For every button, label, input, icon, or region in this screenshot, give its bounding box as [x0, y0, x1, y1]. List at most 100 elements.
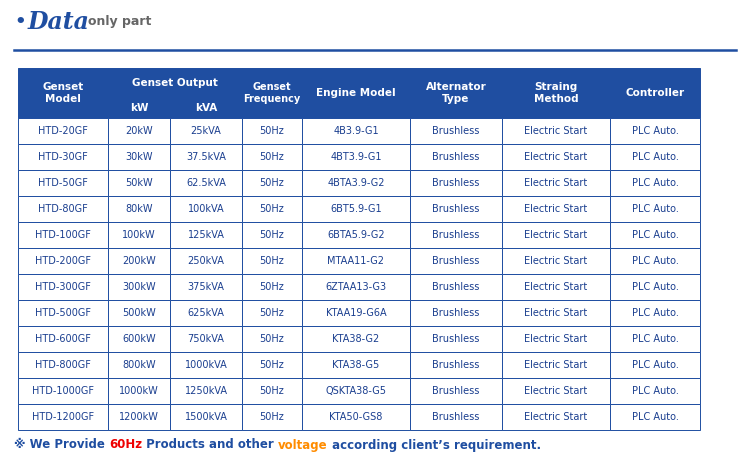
Text: 25kVA: 25kVA — [190, 126, 221, 136]
Text: Controller: Controller — [626, 88, 685, 98]
Bar — [108, 248, 170, 274]
Text: 1500kVA: 1500kVA — [184, 412, 227, 422]
Text: Brushless: Brushless — [432, 334, 480, 344]
Text: Straing
Method: Straing Method — [534, 82, 578, 104]
Bar — [170, 274, 242, 300]
Bar — [18, 404, 108, 430]
Bar — [502, 404, 610, 430]
Text: PLC Auto.: PLC Auto. — [632, 230, 679, 240]
Text: 4BT3.9-G1: 4BT3.9-G1 — [330, 152, 382, 162]
Bar — [502, 248, 610, 274]
Text: 100kVA: 100kVA — [188, 204, 224, 214]
Bar — [610, 170, 700, 196]
Text: HTD-300GF: HTD-300GF — [35, 282, 91, 292]
Bar — [170, 378, 242, 404]
Bar — [302, 274, 410, 300]
Text: 62.5kVA: 62.5kVA — [186, 178, 226, 188]
Bar — [242, 404, 302, 430]
Bar — [108, 68, 242, 98]
Text: Brushless: Brushless — [432, 178, 480, 188]
Text: Data: Data — [28, 10, 90, 34]
Text: HTD-1200GF: HTD-1200GF — [32, 412, 94, 422]
Text: Electric Start: Electric Start — [524, 360, 588, 370]
Text: Electric Start: Electric Start — [524, 126, 588, 136]
Text: KTA50-GS8: KTA50-GS8 — [329, 412, 382, 422]
Bar — [108, 274, 170, 300]
Bar — [108, 300, 170, 326]
Text: Genset
Frequency: Genset Frequency — [243, 82, 301, 104]
Text: 6BT5.9-G1: 6BT5.9-G1 — [330, 204, 382, 214]
Bar — [302, 378, 410, 404]
Text: 60Hz: 60Hz — [109, 439, 142, 452]
Text: Engine Model: Engine Model — [316, 88, 396, 98]
Bar — [170, 98, 242, 118]
Text: Brushless: Brushless — [432, 308, 480, 318]
Bar — [170, 170, 242, 196]
Bar — [302, 196, 410, 222]
Bar — [502, 378, 610, 404]
Text: Genset Output: Genset Output — [132, 78, 218, 88]
Text: PLC Auto.: PLC Auto. — [632, 386, 679, 396]
Text: Electric Start: Electric Start — [524, 386, 588, 396]
Bar — [410, 378, 502, 404]
Bar — [242, 196, 302, 222]
Text: 50Hz: 50Hz — [260, 334, 284, 344]
Bar — [502, 300, 610, 326]
Text: PLC Auto.: PLC Auto. — [632, 256, 679, 266]
Text: 6BTA5.9-G2: 6BTA5.9-G2 — [327, 230, 385, 240]
Text: 200kW: 200kW — [122, 256, 156, 266]
Bar — [502, 170, 610, 196]
Text: PLC Auto.: PLC Auto. — [632, 360, 679, 370]
Bar — [18, 118, 108, 144]
Text: 250kVA: 250kVA — [188, 256, 224, 266]
Text: Brushless: Brushless — [432, 204, 480, 214]
Bar — [242, 170, 302, 196]
Bar — [170, 300, 242, 326]
Text: 750kVA: 750kVA — [188, 334, 224, 344]
Bar — [18, 274, 108, 300]
Bar — [610, 248, 700, 274]
Text: HTD-800GF: HTD-800GF — [35, 360, 91, 370]
Bar — [170, 144, 242, 170]
Bar — [108, 352, 170, 378]
Bar — [242, 378, 302, 404]
Text: 1000kVA: 1000kVA — [184, 360, 227, 370]
Bar — [108, 326, 170, 352]
Text: 37.5kVA: 37.5kVA — [186, 152, 226, 162]
Text: 50Hz: 50Hz — [260, 412, 284, 422]
Text: 375kVA: 375kVA — [188, 282, 224, 292]
Text: Brushless: Brushless — [432, 412, 480, 422]
Text: HTD-80GF: HTD-80GF — [38, 204, 88, 214]
Text: HTD-50GF: HTD-50GF — [38, 178, 88, 188]
Bar — [242, 326, 302, 352]
Text: 600kW: 600kW — [122, 334, 156, 344]
Bar — [502, 326, 610, 352]
Bar — [610, 378, 700, 404]
Bar — [242, 222, 302, 248]
Bar — [18, 248, 108, 274]
Bar — [410, 300, 502, 326]
Bar — [410, 170, 502, 196]
Text: HTD-600GF: HTD-600GF — [35, 334, 91, 344]
Text: Brushless: Brushless — [432, 230, 480, 240]
Bar — [170, 404, 242, 430]
Text: 50Hz: 50Hz — [260, 230, 284, 240]
Text: HTD-500GF: HTD-500GF — [35, 308, 91, 318]
Text: HTD-30GF: HTD-30GF — [38, 152, 88, 162]
Text: HTD-200GF: HTD-200GF — [35, 256, 91, 266]
Bar — [410, 248, 502, 274]
Text: 625kVA: 625kVA — [188, 308, 224, 318]
Bar — [410, 118, 502, 144]
Text: 1250kVA: 1250kVA — [184, 386, 227, 396]
Bar — [170, 196, 242, 222]
Bar — [242, 118, 302, 144]
Bar — [108, 170, 170, 196]
Text: Electric Start: Electric Start — [524, 204, 588, 214]
Text: Brushless: Brushless — [432, 152, 480, 162]
Bar — [170, 352, 242, 378]
Text: 50Hz: 50Hz — [260, 152, 284, 162]
Bar — [502, 68, 610, 118]
Bar — [170, 118, 242, 144]
Bar — [410, 404, 502, 430]
Text: PLC Auto.: PLC Auto. — [632, 282, 679, 292]
